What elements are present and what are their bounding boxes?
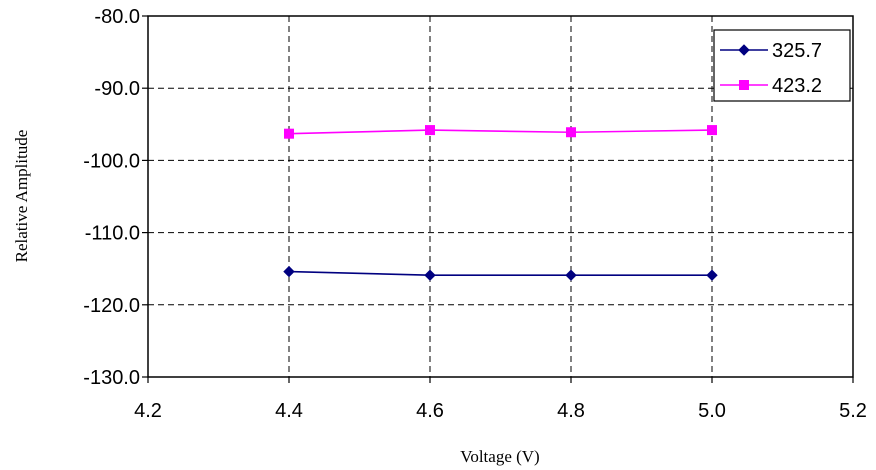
- data-point: [566, 127, 576, 138]
- series-line: [288, 270, 712, 276]
- series-line: [288, 129, 713, 135]
- legend: 325.7 423.2: [713, 29, 851, 102]
- y-axis-label: Relative Amplitude: [12, 130, 31, 263]
- data-point: [284, 128, 294, 139]
- legend-swatch-marker: [738, 44, 750, 56]
- data-point: [707, 125, 717, 136]
- y-tick-label: -110.0: [85, 223, 140, 245]
- x-tick-label: 4.4: [275, 400, 303, 422]
- legend-box: [713, 29, 851, 102]
- y-axis-tick-labels: -80.0 -90.0 -100.0 -110.0 -120.0 -130.0: [83, 6, 148, 389]
- x-tick-label: 5.0: [698, 400, 726, 422]
- x-tick-label: 5.2: [839, 400, 867, 422]
- legend-label: 325.7: [772, 40, 822, 62]
- x-tick-label: 4.8: [557, 400, 585, 422]
- plot-area-border: [147, 15, 854, 378]
- series-group: [283, 125, 718, 281]
- legend-label: 423.2: [772, 75, 822, 97]
- data-point: [565, 269, 577, 281]
- series-325.7: [283, 265, 718, 281]
- data-point: [425, 125, 435, 136]
- x-tick-label: 4.2: [134, 400, 162, 422]
- legend-entry: 325.7: [720, 40, 822, 62]
- data-point: [424, 269, 436, 281]
- series-423.2: [284, 125, 717, 139]
- y-tick-label: -120.0: [83, 295, 140, 317]
- y-tick-label: -130.0: [83, 367, 140, 389]
- x-tick-label: 4.6: [416, 400, 444, 422]
- legend-swatch-marker: [739, 80, 749, 90]
- y-tick-label: -90.0: [94, 78, 140, 100]
- legend-entry: 423.2: [720, 75, 822, 97]
- x-axis-tick-labels: 4.2 4.4 4.6 4.8 5.0 5.2: [134, 377, 867, 422]
- data-point: [283, 265, 295, 278]
- grid-lines: [148, 16, 853, 377]
- y-tick-label: -100.0: [83, 150, 140, 172]
- y-tick-label: -80.0: [94, 6, 140, 28]
- x-axis-label: Voltage (V): [460, 447, 539, 466]
- data-point: [706, 269, 718, 281]
